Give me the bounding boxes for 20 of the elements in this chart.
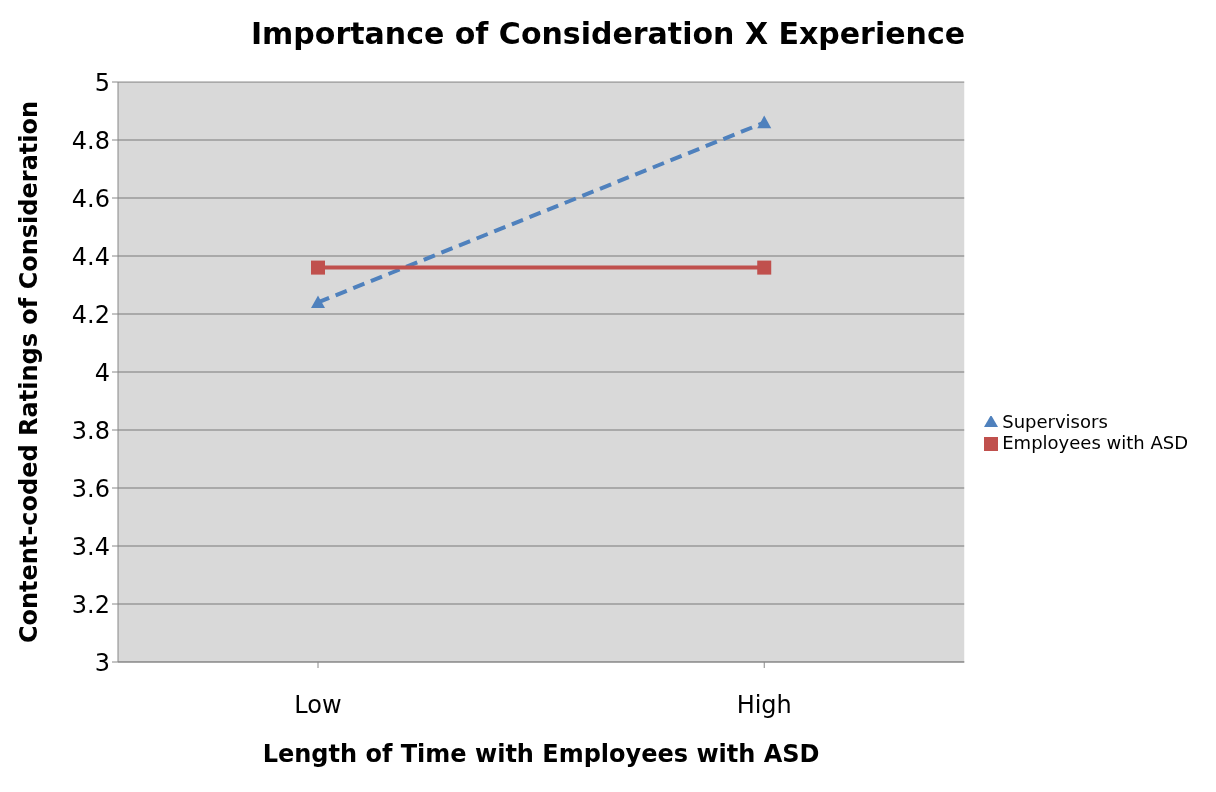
- legend-label: Employees with ASD: [1002, 432, 1188, 453]
- x-tick-label: High: [736, 691, 792, 720]
- point: [757, 260, 772, 275]
- legend-label: Supervisors: [1002, 411, 1108, 432]
- chart-title: Importance of Consideration X Experience: [250, 16, 966, 51]
- y-axis-title: Content-coded Ratings of Consideration: [14, 100, 43, 644]
- point: [311, 260, 325, 275]
- y-tick-label: 3.8: [71, 416, 110, 445]
- y-tick-label: 4.4: [71, 242, 110, 271]
- y-tick-label: 3.2: [71, 590, 110, 619]
- y-tick-label: 3.4: [71, 532, 110, 561]
- y-tick-label: 3: [94, 648, 110, 677]
- y-tick-label: 5: [94, 68, 110, 97]
- y-tick-label: 4.6: [71, 184, 110, 213]
- y-tick-label: 3.6: [71, 474, 110, 503]
- x-axis-title: Length of Time with Employees with ASD: [262, 740, 820, 768]
- y-tick-label: 4.2: [71, 300, 110, 329]
- y-tick-label: 4.8: [71, 126, 110, 155]
- x-tick-label: Low: [294, 691, 342, 720]
- y-tick-label: 4: [94, 358, 110, 387]
